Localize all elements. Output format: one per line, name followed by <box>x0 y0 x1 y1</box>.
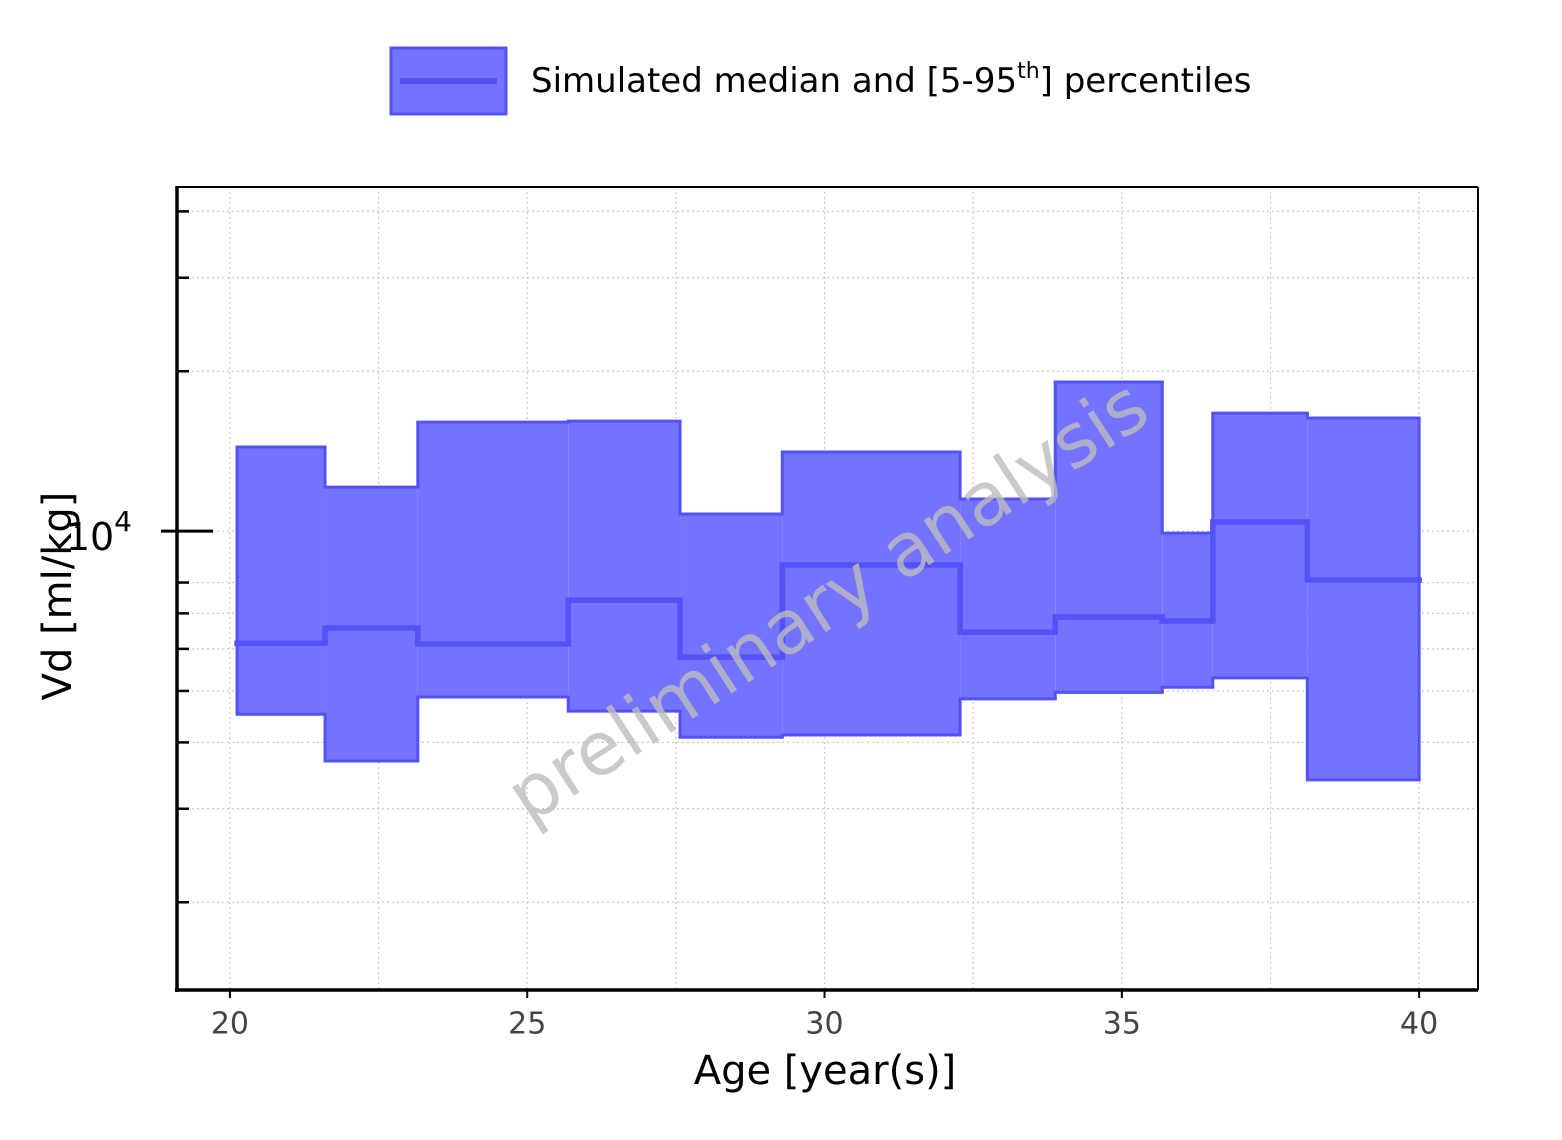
legend-superscript: th <box>1017 59 1040 84</box>
percentile-band <box>325 487 418 761</box>
percentile-band <box>417 422 569 698</box>
percentile-band <box>568 421 681 712</box>
x-tick-label: 25 <box>508 1007 546 1042</box>
legend: Simulated median and [5-95th] percentile… <box>389 46 1251 116</box>
y-axis-title: Vd [ml/kg] <box>35 492 81 701</box>
tick-base: 10 <box>66 515 114 559</box>
percentile-band <box>1055 381 1163 693</box>
percentile-band <box>960 499 1056 699</box>
percentile-band <box>237 446 326 715</box>
x-tick-label: 40 <box>1400 1007 1438 1042</box>
legend-label: Simulated median and [5-95th] percentile… <box>531 59 1251 101</box>
percentile-band <box>1307 417 1420 780</box>
axes <box>161 186 1479 998</box>
x-tick-label: 30 <box>805 1007 843 1042</box>
y-tick-label: 104 <box>66 505 132 559</box>
x-axis-title: Age [year(s)] <box>694 1048 957 1094</box>
percentile-band <box>1162 533 1213 688</box>
plot-data <box>234 380 1422 782</box>
legend-text: ] percentiles <box>1040 61 1252 101</box>
percentile-band <box>1212 413 1308 678</box>
percentile-band <box>680 513 783 738</box>
legend-text: Simulated median and [5-95 <box>531 61 1017 101</box>
x-tick-label: 20 <box>211 1007 249 1042</box>
tick-exponent: 4 <box>114 505 132 538</box>
x-tick-label: 35 <box>1103 1007 1141 1042</box>
percentile-band <box>782 452 961 736</box>
